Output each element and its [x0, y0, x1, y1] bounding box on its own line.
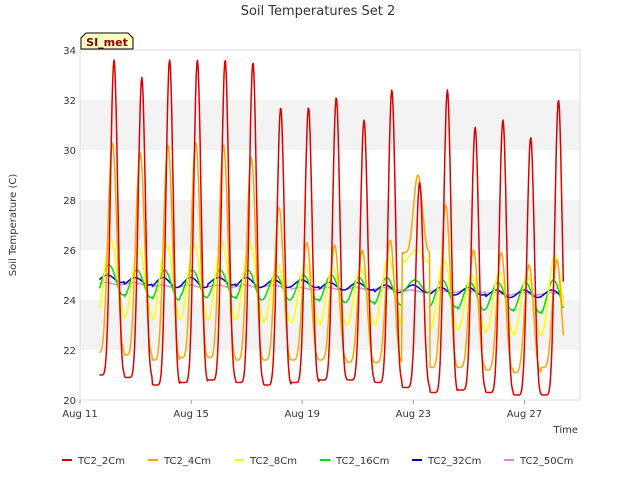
x-tick-label: Aug 27: [507, 409, 542, 420]
plot-band: [80, 150, 580, 200]
legend-label: TC2_8Cm: [249, 456, 297, 467]
y-tick-label: 24: [63, 296, 76, 307]
plot-bands: [80, 50, 580, 400]
legend-item: TC2_16Cm: [320, 456, 389, 467]
y-axis-label: Soil Temperature (C): [8, 174, 19, 277]
y-tick-label: 34: [63, 46, 76, 57]
legend-label: TC2_32Cm: [427, 456, 481, 467]
legend-label: TC2_50Cm: [519, 456, 573, 467]
y-tick-label: 32: [63, 96, 76, 107]
y-tick-label: 20: [63, 396, 76, 407]
station-badge: SI_met: [80, 32, 134, 50]
legend: TC2_2Cm TC2_4Cm TC2_8Cm TC2_16Cm TC2_32Cm TC2…: [62, 456, 573, 467]
plot-band: [80, 200, 580, 250]
series-line-tc2_2cm: [99, 59, 565, 396]
legend-item: TC2_50Cm: [504, 456, 573, 467]
x-tick-label: Aug 15: [173, 409, 208, 420]
y-tick-label: 22: [63, 346, 76, 357]
station-badge-label: SI_met: [86, 36, 128, 49]
plot-band: [80, 50, 580, 100]
plot-area-border: [79, 49, 581, 401]
legend-item: TC2_32Cm: [412, 456, 481, 467]
x-axis-label: Time: [553, 425, 578, 436]
plot-band: [80, 100, 580, 150]
y-tick-label: 28: [63, 196, 76, 207]
legend-label: TC2_2Cm: [77, 456, 125, 467]
y-tick-label: 26: [63, 246, 76, 257]
x-axis-ticks: Aug 11 Aug 15 Aug 19 Aug 23 Aug 27: [62, 400, 542, 420]
x-tick-label: Aug 23: [396, 409, 431, 420]
legend-item: TC2_8Cm: [234, 456, 297, 467]
series-lines: [98, 59, 565, 396]
chart-title: Soil Temperatures Set 2: [241, 4, 396, 19]
y-axis-ticks: 20 22 24 26 28 30 32 34: [63, 46, 76, 407]
x-tick-label: Aug 11: [62, 409, 97, 420]
x-tick-label: Aug 19: [285, 409, 320, 420]
legend-item: TC2_4Cm: [148, 456, 211, 467]
legend-label: TC2_16Cm: [335, 456, 389, 467]
station-badge-box: [80, 32, 134, 50]
plot-band: [80, 350, 580, 400]
legend-item: TC2_2Cm: [62, 456, 125, 467]
legend-label: TC2_4Cm: [163, 456, 211, 467]
y-tick-label: 30: [63, 146, 76, 157]
